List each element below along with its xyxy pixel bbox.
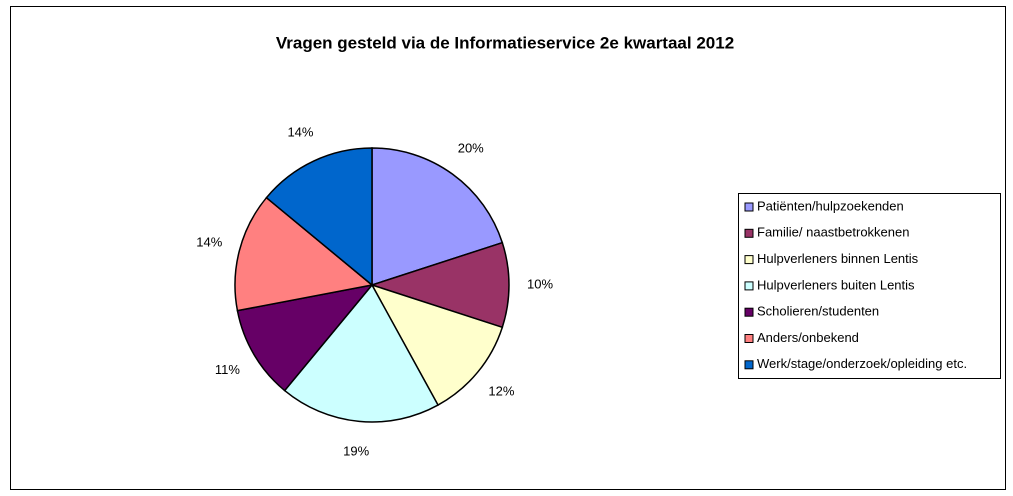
pie-slice	[236, 283, 374, 392]
data-label: 19%	[343, 444, 369, 459]
legend-swatch	[744, 307, 754, 317]
legend-label: Patiënten/hulpzoekenden	[757, 198, 904, 213]
legend-swatch	[744, 360, 754, 370]
legend-label: Anders/onbekend	[757, 330, 859, 345]
legend-swatch	[744, 202, 754, 212]
legend-label: Familie/ naastbetrokkenen	[757, 225, 909, 240]
data-label: 12%	[488, 384, 514, 399]
pie-slice	[283, 283, 440, 423]
pie-slice	[234, 196, 374, 312]
data-label: 14%	[196, 235, 222, 250]
pie-slice	[370, 283, 504, 407]
legend-swatch	[744, 281, 754, 291]
legend-swatch	[744, 255, 754, 265]
legend-label: Scholieren/studenten	[757, 304, 879, 319]
data-label: 10%	[527, 276, 553, 291]
legend-label: Hulpverleners buiten Lentis	[757, 277, 915, 292]
pie-slice	[265, 147, 373, 287]
legend-label: Werk/stage/onderzoek/opleiding etc.	[757, 356, 967, 371]
pie-slice	[371, 147, 504, 287]
data-label: 11%	[215, 362, 240, 377]
chart-title: Vragen gesteld via de Informatieservice …	[276, 33, 734, 52]
legend-box	[738, 193, 1001, 379]
data-label: 14%	[287, 124, 313, 139]
legend-label: Hulpverleners binnen Lentis	[757, 251, 919, 266]
pie-slice	[369, 241, 510, 329]
data-label: 20%	[458, 141, 484, 156]
legend-swatch	[744, 334, 754, 343]
legend-swatch	[744, 228, 754, 238]
